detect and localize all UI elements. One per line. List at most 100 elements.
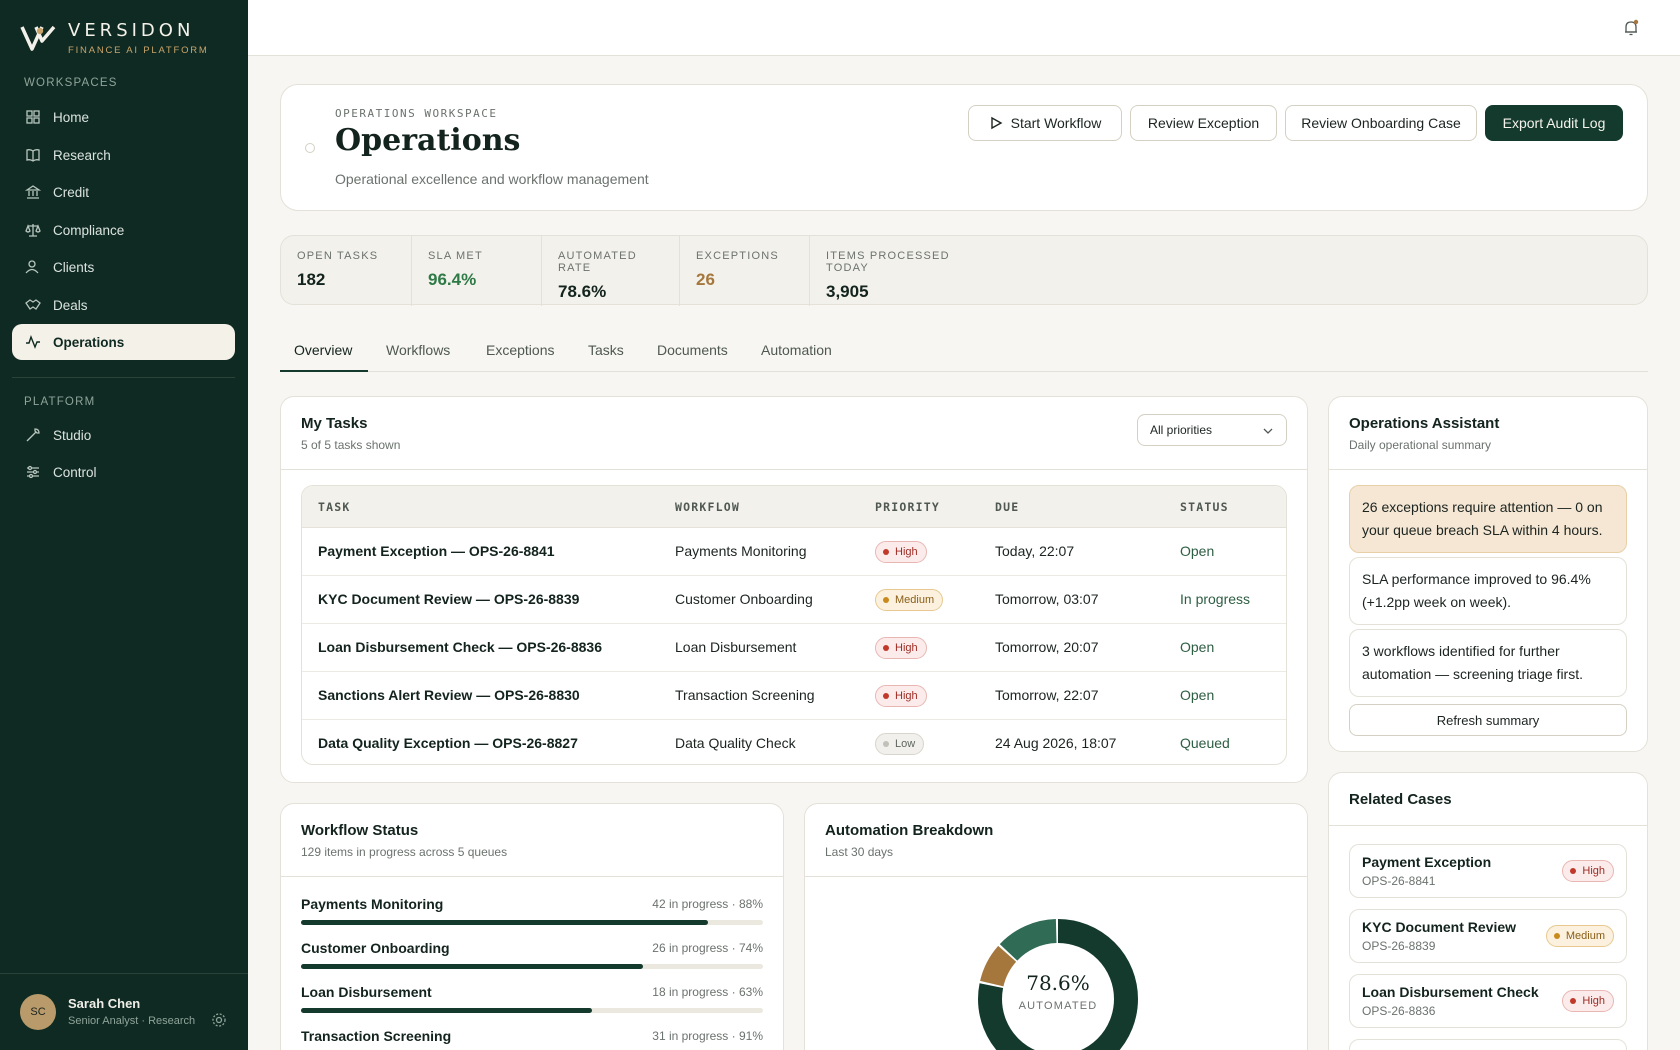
table-row[interactable]: KYC Document Review — OPS-26-8839 Custom… — [302, 576, 1286, 624]
brand[interactable]: VERSIDON FINANCE AI PLATFORM — [20, 20, 209, 56]
bank-icon — [25, 185, 41, 199]
page-eyebrow: OPERATIONS WORKSPACE — [335, 107, 498, 120]
play-icon — [990, 116, 1003, 130]
table-row[interactable]: Loan Disbursement Check — OPS-26-8836 Lo… — [302, 624, 1286, 672]
card-divider — [1329, 469, 1647, 470]
user-role: Senior Analyst · Research — [68, 1015, 196, 1027]
sidebar-item-credit[interactable]: Credit — [12, 174, 235, 210]
chevron-down-icon — [1263, 428, 1273, 434]
user-profile[interactable]: SC Sarah Chen Senior Analyst · Research — [0, 973, 248, 1050]
export-audit-log-button[interactable]: Export Audit Log — [1485, 105, 1623, 141]
tab-overview[interactable]: Overview — [294, 342, 353, 358]
tab-workflows[interactable]: Workflows — [386, 342, 451, 358]
topbar — [248, 0, 1680, 56]
user-icon — [25, 260, 39, 274]
sidebar-item-home[interactable]: Home — [12, 99, 235, 135]
card-subtitle: Daily operational summary — [1349, 438, 1492, 452]
brand-tagline: FINANCE AI PLATFORM — [68, 45, 209, 56]
column-header[interactable]: STATUS — [1180, 500, 1229, 514]
sidebar-divider — [12, 377, 235, 378]
insight-item: 3 workflows identified for further autom… — [1349, 629, 1627, 697]
workspaces-section-label: WORKSPACES — [24, 77, 118, 89]
workflow-name: Loan Disbursement — [301, 984, 432, 1000]
table-row[interactable]: Data Quality Exception — OPS-26-8827 Dat… — [302, 720, 1286, 764]
workflow-status-card: Workflow Status 129 items in progress ac… — [280, 803, 784, 1050]
start-workflow-button[interactable]: Start Workflow — [968, 105, 1122, 141]
my-tasks-card: My Tasks 5 of 5 tasks shown All prioriti… — [280, 396, 1308, 783]
sidebar-item-label: Credit — [53, 184, 90, 200]
table-row[interactable]: Payment Exception — OPS-26-8841 Payments… — [302, 528, 1286, 576]
related-case-item[interactable] — [1349, 1039, 1627, 1050]
workflow-name: Payments Monitoring — [301, 896, 444, 912]
workflow-name: Transaction Screening — [301, 1028, 452, 1044]
column-header[interactable]: WORKFLOW — [675, 500, 740, 514]
table-header: TASK WORKFLOW PRIORITY DUE STATUS — [302, 486, 1286, 528]
tab-documents[interactable]: Documents — [657, 342, 728, 358]
active-tab-indicator — [280, 370, 368, 372]
card-subtitle: 5 of 5 tasks shown — [301, 438, 401, 452]
review-exception-button[interactable]: Review Exception — [1130, 105, 1277, 141]
priority-badge: High — [1562, 860, 1614, 882]
operations-assistant-card: Operations Assistant Daily operational s… — [1328, 396, 1648, 752]
sidebar-item-label: Deals — [53, 297, 88, 313]
related-case-item[interactable]: Payment Exception OPS-26-8841 High — [1349, 844, 1627, 898]
bell-icon[interactable] — [1622, 19, 1640, 37]
review-onboarding-case-button[interactable]: Review Onboarding Case — [1285, 105, 1477, 141]
tab-automation[interactable]: Automation — [761, 342, 832, 358]
automation-donut-chart — [978, 919, 1138, 1050]
gear-icon[interactable] — [211, 1012, 227, 1028]
user-name: Sarah Chen — [68, 996, 141, 1011]
page-title: Operations — [335, 123, 521, 158]
tab-tasks[interactable]: Tasks — [588, 342, 624, 358]
sidebar-item-compliance[interactable]: Compliance — [12, 212, 235, 248]
card-title: Operations Assistant — [1349, 415, 1500, 432]
kpi-exceptions: EXCEPTIONS 26 — [679, 236, 809, 306]
sidebar-item-control[interactable]: Control — [12, 454, 235, 490]
versidon-logo-icon — [20, 25, 56, 51]
column-header[interactable]: PRIORITY — [875, 500, 940, 514]
kpi-strip: OPEN TASKS 182 SLA MET 96.4% AUTOMATED R… — [280, 235, 1648, 306]
table-row[interactable]: Sanctions Alert Review — OPS-26-8830 Tra… — [302, 672, 1286, 720]
card-divider — [805, 876, 1307, 877]
sidebar-item-deals[interactable]: Deals — [12, 287, 235, 323]
sidebar-item-operations[interactable]: Operations — [12, 324, 235, 360]
progress-fill — [301, 920, 708, 925]
kpi-open-tasks: OPEN TASKS 182 — [297, 250, 379, 289]
priority-badge: High — [875, 685, 927, 707]
card-subtitle: 129 items in progress across 5 queues — [301, 845, 508, 859]
card-title: Related Cases — [1349, 791, 1452, 808]
workflow-name: Customer Onboarding — [301, 940, 450, 956]
sidebar: VERSIDON FINANCE AI PLATFORM WORKSPACES … — [0, 0, 248, 1050]
donut-center-value: 78.6% — [1026, 971, 1090, 995]
card-title: Automation Breakdown — [825, 822, 994, 839]
sidebar-item-label: Control — [53, 464, 97, 480]
column-header[interactable]: TASK — [318, 500, 351, 514]
card-divider — [1329, 825, 1647, 826]
priority-filter-select[interactable]: All priorities — [1137, 414, 1287, 446]
priority-badge: Low — [875, 733, 925, 755]
handshake-icon — [25, 299, 41, 310]
related-case-item[interactable]: KYC Document Review OPS-26-8839 Medium — [1349, 909, 1627, 963]
sidebar-item-research[interactable]: Research — [12, 137, 235, 173]
sidebar-item-label: Studio — [53, 427, 92, 443]
progress-track — [301, 1008, 763, 1013]
activity-icon — [26, 334, 40, 349]
workflow-meta: 26 in progress · 74% — [652, 941, 763, 955]
refresh-summary-button[interactable]: Refresh summary — [1349, 704, 1627, 736]
sidebar-item-studio[interactable]: Studio — [12, 417, 235, 453]
related-cases-card: Related Cases Payment Exception OPS-26-8… — [1328, 772, 1648, 1050]
kpi-sla-met: SLA MET 96.4% — [411, 236, 541, 306]
insight-item: SLA performance improved to 96.4% (+1.2p… — [1349, 557, 1627, 625]
progress-fill — [301, 1008, 593, 1013]
sidebar-item-label: Operations — [53, 334, 125, 350]
priority-badge: High — [1562, 990, 1614, 1012]
page-subtitle: Operational excellence and workflow mana… — [335, 171, 649, 187]
wrench-icon — [26, 428, 40, 442]
related-case-item[interactable]: Loan Disbursement Check OPS-26-8836 High — [1349, 974, 1627, 1028]
column-header[interactable]: DUE — [995, 500, 1020, 514]
sidebar-item-clients[interactable]: Clients — [12, 249, 235, 285]
progress-track — [301, 964, 763, 969]
tab-exceptions[interactable]: Exceptions — [486, 342, 555, 358]
kpi-automated-rate: AUTOMATED RATE 78.6% — [541, 236, 679, 306]
progress-track — [301, 920, 763, 925]
